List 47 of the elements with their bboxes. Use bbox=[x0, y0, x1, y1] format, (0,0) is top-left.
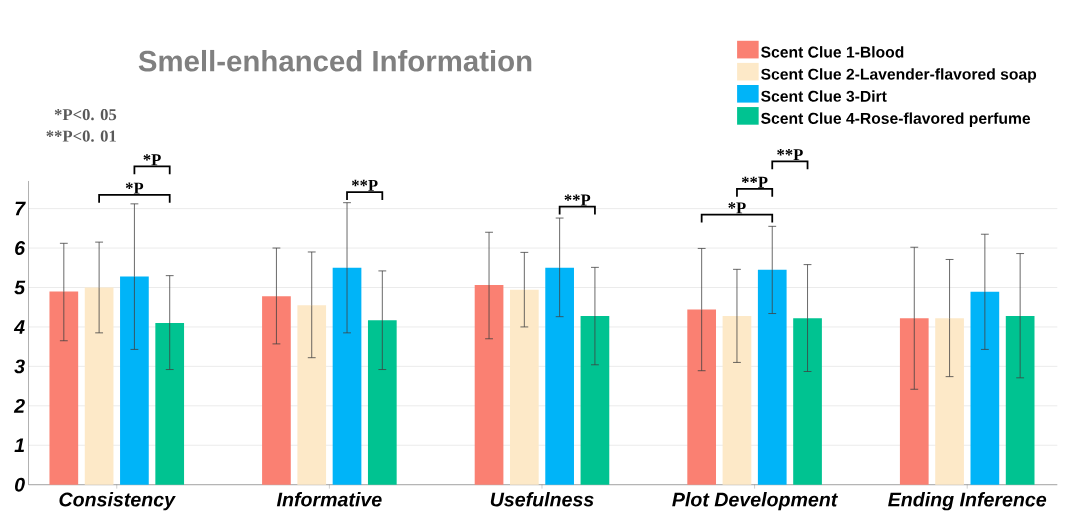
bar bbox=[367, 320, 397, 485]
y-tick-label: 2 bbox=[13, 399, 25, 413]
bar bbox=[793, 318, 822, 485]
x-tick-label: Ending Inference bbox=[888, 492, 1047, 511]
bar bbox=[1005, 316, 1035, 485]
bar bbox=[970, 292, 1000, 485]
bar bbox=[297, 305, 327, 485]
annotation: **P bbox=[741, 176, 768, 188]
bar bbox=[935, 318, 964, 485]
legend-label: Scent Clue 3-Dirt bbox=[761, 90, 887, 103]
chart-title: Smell-enhanced Information bbox=[138, 50, 532, 72]
y-tick-label: 1 bbox=[14, 438, 25, 453]
annotation: **P bbox=[351, 180, 378, 192]
bar bbox=[687, 309, 717, 485]
x-tick-label: Informative bbox=[276, 492, 382, 507]
bar bbox=[474, 285, 504, 485]
y-tick-label: 5 bbox=[14, 280, 26, 295]
text: **P<0. 01 bbox=[46, 130, 116, 143]
bar bbox=[580, 316, 610, 485]
x-tick-label: Plot Development bbox=[672, 492, 838, 511]
bar bbox=[262, 296, 291, 485]
x-tick-label: Consistency bbox=[59, 492, 176, 511]
text: *P<0. 05 bbox=[54, 109, 117, 121]
annotation: *P bbox=[125, 182, 144, 194]
legend-label: Scent Clue 2-Lavender-flavored soap bbox=[761, 68, 1037, 84]
annotation: *P bbox=[728, 202, 746, 214]
y-tick-label: 0 bbox=[14, 477, 25, 492]
bar bbox=[722, 316, 752, 485]
bar bbox=[49, 291, 79, 485]
y-tick-label: 3 bbox=[14, 359, 25, 374]
legend-label: Scent Clue 1-Blood bbox=[761, 46, 904, 58]
text: *P bbox=[143, 154, 161, 166]
legend-label: Scent Clue 4-Rose-flavored perfume bbox=[761, 112, 1031, 128]
bar bbox=[332, 267, 362, 485]
text: **P bbox=[777, 149, 803, 161]
y-tick-label: 4 bbox=[13, 320, 25, 334]
bar bbox=[899, 318, 929, 485]
annotation: **P bbox=[564, 194, 591, 206]
y-tick-label: 7 bbox=[15, 202, 26, 216]
y-tick-label: 6 bbox=[15, 241, 26, 256]
bar bbox=[509, 290, 539, 485]
bar bbox=[84, 287, 114, 485]
bar bbox=[155, 323, 185, 485]
bar bbox=[120, 276, 149, 485]
bar bbox=[545, 267, 574, 485]
x-tick-label: Usefulness bbox=[490, 492, 594, 507]
bar bbox=[757, 269, 787, 485]
